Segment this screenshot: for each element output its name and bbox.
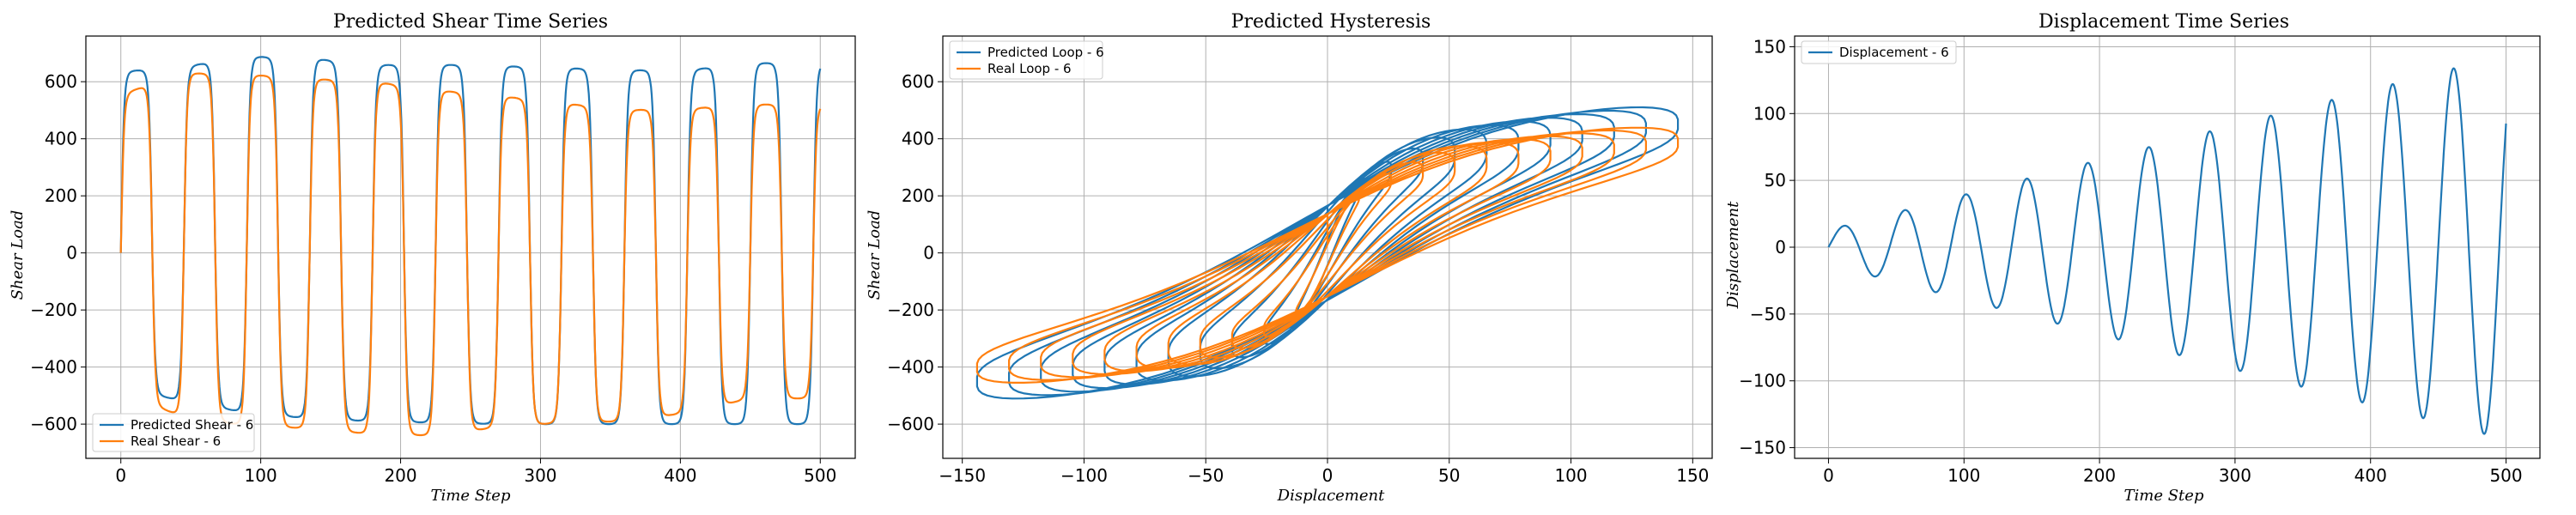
y-tick-label: −600 xyxy=(887,414,934,434)
y-tick-label: −200 xyxy=(887,300,934,320)
plot-lines xyxy=(975,106,1680,400)
legend-box xyxy=(949,40,1103,80)
chart-title: Displacement Time Series xyxy=(2038,11,2289,33)
hysteresis-panel: Predicted Hysteresis Displacement Shear … xyxy=(866,11,1713,505)
x-tick-label: 50 xyxy=(1438,465,1460,486)
y-tick-label: −600 xyxy=(30,414,77,434)
x-tick-label: 0 xyxy=(1823,465,1834,486)
x-tick-label: 100 xyxy=(245,465,277,486)
x-tick-label: −50 xyxy=(1188,465,1224,486)
y-tick-label: 50 xyxy=(1765,170,1786,191)
legend: Displacement - 6 xyxy=(1801,40,1957,64)
plot-frame xyxy=(85,35,856,459)
series-line-displacement xyxy=(1827,67,2507,435)
plot-lines xyxy=(119,56,822,437)
y-tick-label: −150 xyxy=(1739,438,1786,458)
x-tick-label: 200 xyxy=(384,465,416,486)
x-tick-label: 150 xyxy=(1676,465,1709,486)
series-line-real xyxy=(119,72,822,437)
y-axis-label: Shear Load xyxy=(9,210,27,300)
chart-title: Predicted Shear Time Series xyxy=(333,11,608,33)
x-tick-label: 400 xyxy=(2354,465,2387,486)
displacement-time-series-panel: Displacement Time Series Time Step Displ… xyxy=(1724,11,2541,505)
x-axis-label: Time Step xyxy=(431,487,511,505)
series-line-real xyxy=(975,126,1680,384)
y-tick-label: 400 xyxy=(45,129,77,149)
legend-label-real: Real Loop - 6 xyxy=(987,61,1072,76)
legend-box xyxy=(1801,40,1957,64)
legend-label-displacement: Displacement - 6 xyxy=(1839,45,1949,60)
x-tick-label: 500 xyxy=(804,465,836,486)
x-axis-label: Displacement xyxy=(1277,487,1385,505)
y-axis-label: Shear Load xyxy=(866,210,884,300)
x-tick-label: −100 xyxy=(1060,465,1108,486)
x-axis-label: Time Step xyxy=(2124,487,2204,505)
x-tick-label: 0 xyxy=(1322,465,1334,486)
legend: Predicted Shear - 6 Real Shear - 6 xyxy=(92,413,255,452)
tick-labels: 0 100 200 300 400 500 −600 −400 −200 0 200 400 600 xyxy=(30,71,836,486)
legend-label-predicted: Predicted Shear - 6 xyxy=(131,417,253,433)
legend-label-real: Real Shear - 6 xyxy=(131,433,221,449)
tick-labels: −150 −100 −50 0 50 100 150 −600 −400 −200 0 200 400 6… xyxy=(887,71,1709,486)
legend: Predicted Loop - 6 Real Loop - 6 xyxy=(949,40,1104,80)
y-tick-label: 100 xyxy=(1753,103,1786,124)
x-tick-label: 400 xyxy=(664,465,696,486)
y-tick-label: 600 xyxy=(45,71,77,92)
x-tick-label: 200 xyxy=(2083,465,2116,486)
y-tick-label: 200 xyxy=(902,185,934,206)
x-tick-label: 300 xyxy=(524,465,556,486)
grid xyxy=(1795,36,2540,458)
y-tick-label: −400 xyxy=(887,357,934,378)
plot-lines xyxy=(1827,67,2507,435)
series-line-predicted xyxy=(119,56,822,426)
y-tick-label: −50 xyxy=(1750,304,1786,324)
legend-label-predicted: Predicted Loop - 6 xyxy=(987,45,1104,60)
y-tick-label: −100 xyxy=(1739,371,1786,391)
legend-box xyxy=(92,413,255,452)
y-tick-label: 150 xyxy=(1753,36,1786,57)
y-tick-label: 200 xyxy=(45,185,77,206)
y-tick-label: 0 xyxy=(923,243,934,264)
x-tick-label: 100 xyxy=(1554,465,1587,486)
x-tick-label: 500 xyxy=(2489,465,2522,486)
grid xyxy=(943,36,1712,458)
y-tick-label: 400 xyxy=(902,129,934,149)
y-tick-label: 0 xyxy=(66,243,77,264)
y-tick-label: 600 xyxy=(902,71,934,92)
x-tick-label: 0 xyxy=(115,465,126,486)
y-tick-label: −200 xyxy=(30,300,77,320)
shear-time-series-panel: Predicted Shear Time Series Time Step Sh… xyxy=(9,11,856,505)
x-tick-label: −150 xyxy=(939,465,986,486)
series-line-predicted xyxy=(975,106,1680,400)
y-tick-label: −400 xyxy=(30,357,77,378)
x-tick-label: 100 xyxy=(1947,465,1980,486)
chart-title: Predicted Hysteresis xyxy=(1231,11,1431,33)
tick-labels: 0 100 200 300 400 500 −150 −100 −50 0 50 100 150 xyxy=(1739,36,2523,486)
x-tick-label: 300 xyxy=(2219,465,2251,486)
y-tick-label: 0 xyxy=(1775,237,1786,258)
y-axis-label: Displacement xyxy=(1724,201,1742,309)
